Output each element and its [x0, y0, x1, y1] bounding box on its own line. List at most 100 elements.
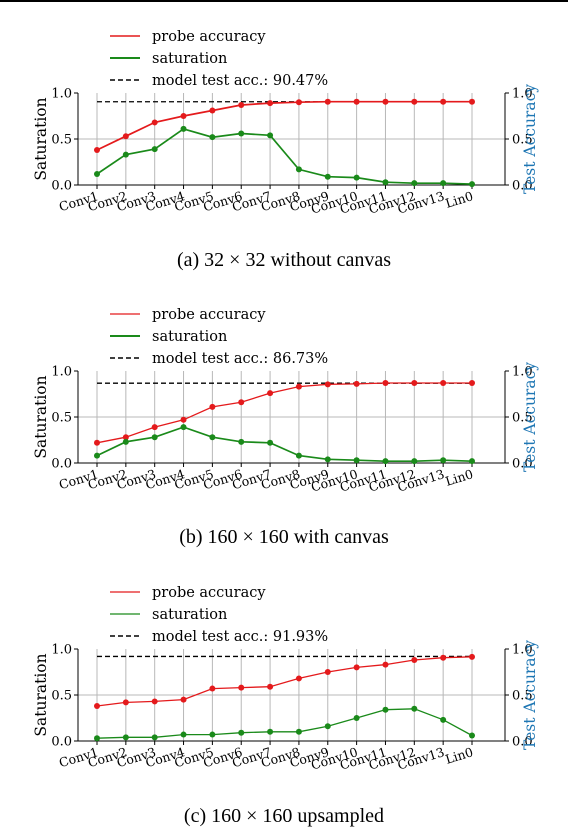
- probe-accuracy-point: [382, 379, 389, 386]
- legend-saturation-label: saturation: [152, 51, 227, 67]
- y-tick-label-left: 1.0: [51, 87, 72, 102]
- probe-accuracy-point: [209, 107, 216, 114]
- y-tick-label-right: 0.5: [512, 411, 533, 426]
- y-tick-label-right: 0.5: [512, 133, 533, 148]
- chart-panel-3: probe accuracy saturation model test acc.:…: [32, 585, 539, 827]
- probe-accuracy-line: [96, 100, 472, 151]
- saturation-point: [151, 434, 158, 441]
- probe-accuracy-point: [324, 381, 331, 388]
- grid: [78, 93, 505, 185]
- saturation-point: [122, 734, 129, 741]
- probe-accuracy-point: [382, 661, 389, 668]
- saturation-point: [151, 734, 158, 741]
- saturation-point: [180, 731, 187, 738]
- y-tick-label-left: 0.5: [51, 133, 72, 148]
- probe-accuracy-point: [94, 147, 100, 154]
- saturation-point: [238, 438, 245, 445]
- saturation-point: [122, 438, 129, 445]
- legend: probe accuracy saturation model test acc.:…: [110, 29, 328, 89]
- probe-accuracy-point: [267, 100, 274, 107]
- saturation-point: [151, 146, 158, 153]
- probe-accuracy-point: [209, 685, 216, 692]
- probe-accuracy-point: [122, 133, 129, 140]
- y-axis-label: Saturation: [32, 375, 50, 458]
- saturation-point: [295, 166, 302, 173]
- x-tick-label: Lin0: [443, 188, 474, 211]
- probe-accuracy-line: [96, 656, 473, 707]
- probe-accuracy-point: [411, 379, 418, 386]
- y-tick-label-left: 0.5: [51, 689, 72, 704]
- saturation-point: [411, 705, 418, 712]
- y-axis-label: Saturation: [32, 97, 50, 180]
- saturation-point: [469, 732, 475, 739]
- x-tick-label: Lin0: [443, 466, 474, 489]
- probe-accuracy-point: [151, 424, 158, 431]
- saturation-point: [411, 458, 418, 465]
- y-tick-label-right: 1.0: [512, 365, 533, 380]
- y-tick-label-left: 0.5: [51, 411, 72, 426]
- probe-accuracy-point: [180, 113, 187, 119]
- y-tick-label-left: 0.0: [51, 457, 72, 472]
- probe-accuracy-point: [295, 675, 302, 682]
- saturation-point: [209, 134, 216, 141]
- saturation-point: [411, 180, 418, 187]
- saturation-point: [295, 728, 302, 735]
- probe-accuracy-point: [353, 664, 360, 671]
- y-tick-label-left: 0.0: [51, 179, 72, 194]
- probe-accuracy-point: [180, 416, 187, 423]
- probe-accuracy-point: [151, 119, 158, 126]
- y-tick-label-right: 0.0: [512, 457, 533, 472]
- x-tick-label: Lin0: [443, 744, 474, 767]
- legend-saturation-label: saturation: [152, 329, 227, 345]
- legend-saturation-label: saturation: [152, 607, 227, 623]
- saturation-point: [469, 458, 475, 465]
- probe-accuracy-point: [411, 657, 418, 664]
- probe-accuracy-point: [353, 98, 360, 105]
- y-tick-label-left: 1.0: [51, 365, 72, 380]
- saturation-line: [96, 426, 473, 463]
- probe-accuracy-point: [469, 379, 475, 386]
- probe-accuracy-point: [151, 698, 158, 705]
- y-tick-label-left: 0.0: [51, 735, 72, 750]
- probe-accuracy-point: [353, 380, 360, 387]
- probe-accuracy-point: [469, 653, 475, 660]
- saturation-point: [295, 452, 302, 459]
- probe-accuracy-point: [238, 101, 245, 108]
- legend-probe-label: probe accuracy: [152, 307, 266, 323]
- probe-accuracy-point: [295, 383, 302, 390]
- saturation-point: [238, 729, 245, 736]
- saturation-point: [353, 457, 360, 464]
- probe-accuracy-point: [122, 434, 129, 441]
- saturation-point: [267, 728, 274, 735]
- saturation-point: [440, 716, 447, 723]
- top-rule: [0, 0, 568, 2]
- saturation-point: [94, 170, 100, 177]
- probe-accuracy-point: [238, 684, 245, 691]
- probe-accuracy-point: [238, 399, 245, 406]
- saturation-point: [209, 731, 216, 738]
- chart-panel-2: probe accuracy saturation model test acc.:…: [32, 307, 539, 548]
- probe-accuracy-point: [324, 669, 331, 675]
- probe-accuracy-point: [94, 703, 100, 710]
- grid: [78, 649, 505, 741]
- probe-accuracy-point: [295, 99, 302, 106]
- probe-accuracy-point: [469, 98, 475, 105]
- saturation-point: [440, 457, 447, 464]
- legend-model-label: model test acc.: 90.47%: [152, 73, 328, 89]
- saturation-point: [353, 715, 360, 721]
- saturation-point: [180, 424, 187, 431]
- y-tick-label-right: 1.0: [512, 87, 533, 102]
- saturation-point: [122, 151, 129, 158]
- probe-accuracy-line: [96, 382, 472, 444]
- saturation-point: [267, 132, 274, 139]
- saturation-point: [94, 452, 100, 459]
- saturation-point: [180, 125, 187, 132]
- saturation-point: [382, 179, 389, 186]
- y-axis-label: Saturation: [32, 653, 50, 736]
- y-tick-label-right: 0.0: [512, 179, 533, 194]
- saturation-point: [267, 439, 274, 446]
- y-tick-label-right: 0.0: [512, 735, 533, 750]
- saturation-point: [440, 180, 447, 187]
- saturation-line: [96, 127, 473, 185]
